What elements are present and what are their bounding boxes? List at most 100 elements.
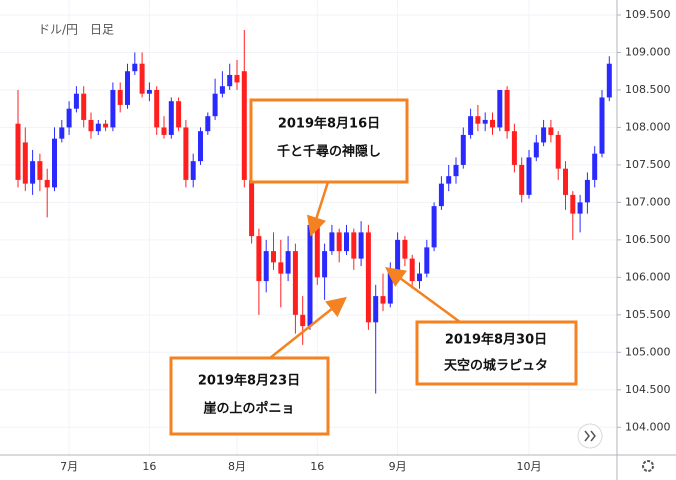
y-tick-label: 108.500 <box>625 83 671 96</box>
annotation-text: 天空の城ラピュタ <box>444 358 548 374</box>
candle-body <box>387 269 393 304</box>
candle-body <box>402 239 408 259</box>
candle-body <box>570 194 576 214</box>
candle-body <box>132 63 138 72</box>
candle-body <box>541 127 547 143</box>
candle-body <box>212 93 218 117</box>
y-tick-label: 105.000 <box>625 345 671 358</box>
candle-body <box>468 116 474 135</box>
grid <box>0 0 617 455</box>
candle-body <box>95 123 101 132</box>
arrow <box>269 296 347 359</box>
candle-body <box>548 127 554 135</box>
candle-body <box>577 202 583 214</box>
chart-title: ドル/円 日足 <box>38 23 114 37</box>
candle-body <box>44 179 50 188</box>
candle-body <box>307 224 313 327</box>
candle-body <box>460 134 466 165</box>
candle-body <box>395 239 401 270</box>
annotation-box <box>415 320 578 386</box>
arrow <box>384 267 461 324</box>
y-tick-label: 107.000 <box>625 195 671 208</box>
candle-body <box>365 232 371 323</box>
candle-body <box>511 131 517 165</box>
annotation-date: 2019年8月30日 <box>445 332 547 348</box>
candle-body <box>263 251 269 282</box>
candle-body <box>373 296 379 323</box>
candle-body <box>497 89 503 128</box>
candle-body <box>125 71 130 105</box>
candle-body <box>168 101 174 135</box>
candle-body <box>176 101 182 128</box>
y-tick-label: 109.000 <box>625 45 671 58</box>
annotation-box <box>249 98 409 184</box>
candle-body <box>453 164 459 177</box>
candle-body <box>431 206 437 248</box>
y-tick-label: 106.000 <box>625 270 671 283</box>
candle-body <box>271 251 276 263</box>
candle-body <box>278 262 284 274</box>
candle-body <box>234 74 240 83</box>
settings-button[interactable] <box>642 460 654 472</box>
candle-body <box>519 164 525 195</box>
candle-body <box>329 232 335 252</box>
candle-body <box>256 236 262 282</box>
candle-body <box>351 232 357 259</box>
scroll-button[interactable] <box>577 423 603 449</box>
candle-body <box>81 93 87 120</box>
candle-body <box>205 116 211 132</box>
candle-body <box>555 134 561 169</box>
candle-body <box>15 123 21 180</box>
candle-body <box>504 89 510 132</box>
candle-body <box>249 179 255 237</box>
y-tick-label: 104.000 <box>625 420 671 433</box>
y-tick-label: 105.500 <box>625 308 671 321</box>
candle-body <box>103 123 109 128</box>
y-tick-label: 107.500 <box>625 158 671 171</box>
scroll-icon <box>584 430 596 442</box>
candle-body <box>88 119 94 132</box>
candle-body <box>198 131 203 162</box>
candle-body <box>592 153 598 180</box>
candle-body <box>322 251 328 278</box>
candle-body <box>219 86 225 94</box>
candle-body <box>292 251 298 315</box>
annotation-date: 2019年8月23日 <box>198 373 300 389</box>
candle-body <box>37 161 43 180</box>
candle-body <box>59 127 65 139</box>
candle-body <box>526 157 532 195</box>
candle-body <box>139 63 145 94</box>
candle-body <box>417 273 422 282</box>
candle-body <box>490 119 495 128</box>
arrow <box>307 181 330 237</box>
annotation-text: 千と千尋の神隠し <box>277 144 381 160</box>
candle-body <box>344 232 349 252</box>
annotation-date: 2019年8月16日 <box>278 116 380 132</box>
x-tick-label: 16 <box>310 460 324 473</box>
candle-body <box>424 247 430 274</box>
x-tick-label: 9月 <box>389 460 407 473</box>
y-tick-label: 104.500 <box>625 383 671 396</box>
annotation-text: 崖の上のポニョ <box>203 401 294 417</box>
candle-body <box>358 232 364 259</box>
candle-body <box>336 232 342 252</box>
candle-body <box>73 93 79 109</box>
candle-body <box>52 138 57 188</box>
candle-body <box>66 108 72 128</box>
x-tick-label: 10月 <box>517 460 542 473</box>
candle-body <box>30 161 36 184</box>
candle-body <box>446 176 452 184</box>
candle-body <box>161 127 167 135</box>
annotation-box <box>169 356 330 436</box>
candle-body <box>190 161 196 180</box>
candle-body <box>285 251 291 274</box>
y-tick-label: 109.500 <box>625 8 671 21</box>
candle-body <box>146 89 152 94</box>
candle-body <box>300 314 306 327</box>
candle-body <box>183 127 189 180</box>
candle-body <box>563 168 568 195</box>
candle-body <box>241 71 247 180</box>
candle-body <box>584 179 590 203</box>
